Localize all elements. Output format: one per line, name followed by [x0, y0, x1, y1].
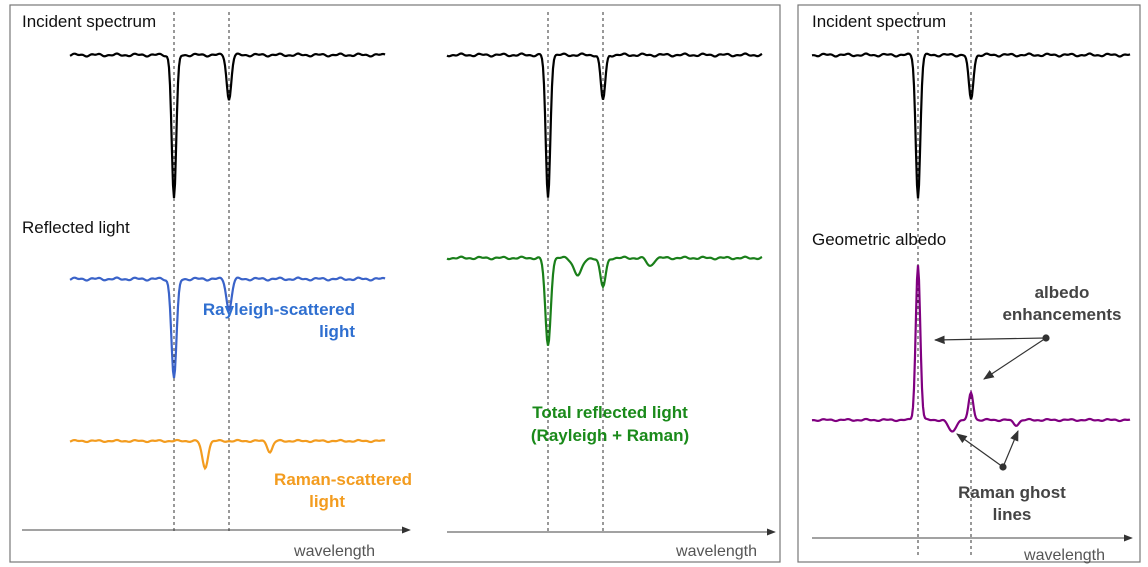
label: light: [309, 492, 345, 511]
annotation: Raman ghost: [958, 483, 1066, 502]
label: Total reflected light: [532, 403, 688, 422]
left-panel-frame: [9, 4, 781, 563]
annotation-arrows: [933, 334, 1050, 471]
raman-spectrum: [69, 438, 386, 471]
total-spectrum: [446, 255, 763, 346]
title: Geometric albedo: [812, 230, 946, 249]
title: Incident spectrum: [22, 12, 156, 31]
axis-label: wavelength: [293, 543, 375, 560]
albedo-spectrum: [811, 265, 1131, 433]
annotation: albedo: [1035, 283, 1090, 302]
rayleigh-spectrum: [69, 276, 386, 379]
annotation: lines: [993, 505, 1032, 524]
title: Reflected light: [22, 218, 130, 237]
title: Incident spectrum: [812, 12, 946, 31]
label: Raman-scattered: [274, 470, 412, 489]
annotation: enhancements: [1002, 305, 1121, 324]
incident-spectrum: [811, 52, 1131, 199]
right-panel-frame: [797, 4, 1141, 563]
label: Rayleigh-scattered: [203, 300, 355, 319]
spectra: [69, 52, 1131, 471]
label: light: [319, 322, 355, 341]
incident-spectrum: [69, 52, 386, 199]
axis-label: wavelength: [675, 543, 757, 560]
incident-spectrum: [446, 52, 763, 198]
label: (Rayleigh + Raman): [531, 426, 689, 445]
axis-arrows: [22, 526, 1133, 542]
axis-label: wavelength: [1023, 547, 1105, 564]
